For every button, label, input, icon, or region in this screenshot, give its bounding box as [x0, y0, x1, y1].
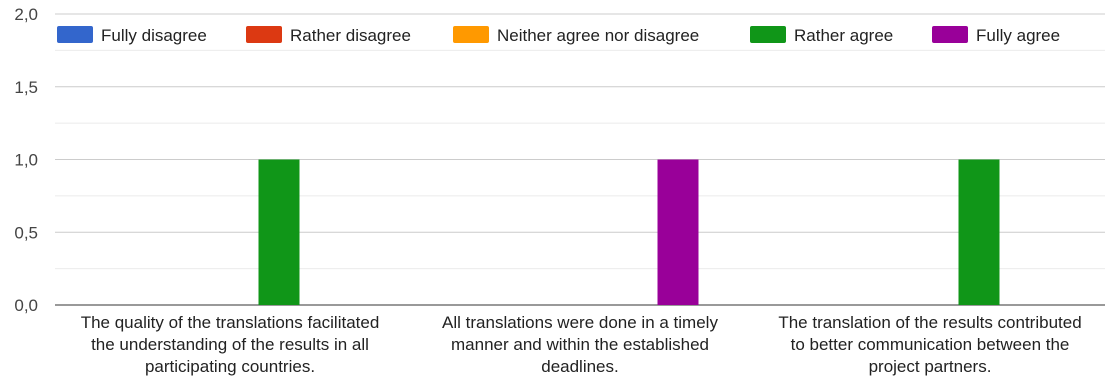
x-category-label-line: the understanding of the results in all: [91, 335, 369, 354]
legend-label: Fully agree: [976, 26, 1060, 45]
x-category-label-line: The quality of the translations facilita…: [81, 313, 380, 332]
x-category-label-line: deadlines.: [541, 357, 619, 376]
x-category-label-line: All translations were done in a timely: [442, 313, 718, 332]
legend-swatch: [750, 26, 786, 43]
y-tick-label: 1,0: [14, 151, 38, 170]
x-category-label: All translations were done in a timely ma…: [442, 313, 718, 376]
y-tick-label: 1,5: [14, 78, 38, 97]
legend: Fully disagree Rather disagree Neither agr…: [57, 26, 1060, 45]
legend-label: Rather disagree: [290, 26, 411, 45]
legend-swatch: [246, 26, 282, 43]
bar: [258, 159, 300, 305]
x-axis-labels: The quality of the translations facilita…: [81, 313, 1082, 376]
bar: [958, 159, 1000, 305]
x-category-label-line: project partners.: [869, 357, 992, 376]
gridlines: [55, 13, 1105, 306]
y-axis: 0,0 0,5 1,0 1,5 2,0: [14, 5, 38, 315]
y-tick-label: 2,0: [14, 5, 38, 24]
legend-label: Fully disagree: [101, 26, 207, 45]
legend-swatch: [453, 26, 489, 43]
bars: [258, 159, 1000, 305]
y-tick-label: 0,5: [14, 223, 38, 242]
legend-swatch: [57, 26, 93, 43]
x-category-label-line: to better communication between the: [791, 335, 1070, 354]
x-category-label: The quality of the translations facilita…: [81, 313, 380, 376]
bar: [657, 159, 699, 305]
legend-swatch: [932, 26, 968, 43]
x-category-label: The translation of the results contribut…: [778, 313, 1081, 376]
x-category-label-line: The translation of the results contribut…: [778, 313, 1081, 332]
x-category-label-line: participating countries.: [145, 357, 315, 376]
legend-label: Rather agree: [794, 26, 893, 45]
y-tick-label: 0,0: [14, 296, 38, 315]
x-category-label-line: manner and within the established: [451, 335, 709, 354]
legend-label: Neither agree nor disagree: [497, 26, 699, 45]
